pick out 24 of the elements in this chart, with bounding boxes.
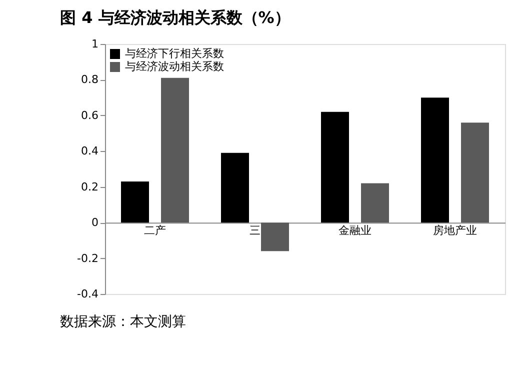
- bar: [361, 183, 389, 223]
- bar: [461, 122, 489, 223]
- legend-label: 与经济波动相关系数: [125, 60, 224, 73]
- bar: [161, 78, 189, 223]
- x-tick-label: 房地产业: [433, 224, 477, 238]
- bar: [121, 182, 149, 223]
- y-tick-label: 0.6: [81, 108, 98, 122]
- x-tick-label: 二产: [144, 224, 166, 238]
- bar: [261, 222, 289, 252]
- y-tick-label: 1: [92, 38, 98, 50]
- bar: [421, 98, 449, 223]
- y-tick-label: 0: [92, 216, 98, 230]
- x-tick-label: 金融业: [338, 224, 372, 238]
- legend-label: 与经济下行相关系数: [125, 47, 224, 60]
- bar: [321, 112, 349, 223]
- chart-title: 图 4 与经济波动相关系数（%）: [60, 8, 290, 27]
- x-tick-label: 三: [250, 224, 260, 238]
- y-tick-label: -0.4: [77, 288, 98, 300]
- source-note: 数据来源：本文测算: [60, 314, 186, 330]
- y-tick-label: -0.2: [77, 252, 98, 265]
- y-tick-label: 0.8: [81, 73, 98, 86]
- y-tick-label: 0.4: [81, 144, 98, 158]
- y-tick-label: 0.2: [81, 180, 98, 194]
- bar: [221, 152, 249, 223]
